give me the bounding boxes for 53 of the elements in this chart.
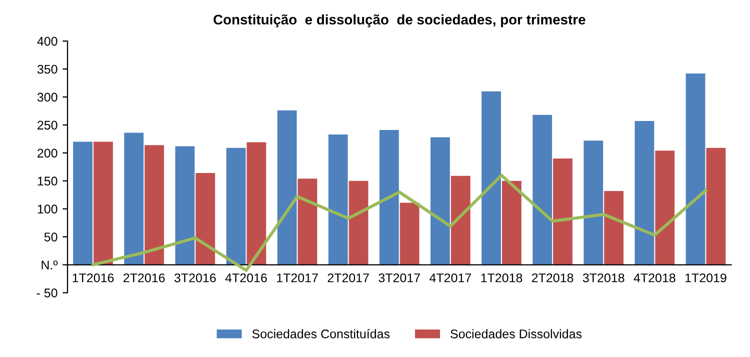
bar bbox=[686, 73, 706, 265]
x-tick-label: 2T2016 bbox=[124, 273, 165, 282]
x-tick-label: 2T2018 bbox=[532, 273, 574, 282]
x-tick-label: 1T2018 bbox=[481, 273, 522, 282]
y-tick-label: 200 bbox=[38, 148, 58, 158]
bar bbox=[450, 176, 470, 265]
y-tick-label: 100 bbox=[38, 204, 58, 214]
bar bbox=[400, 202, 420, 265]
bar bbox=[348, 180, 368, 265]
y-tick-label: 400 bbox=[37, 36, 58, 46]
bar bbox=[634, 121, 654, 265]
bar bbox=[73, 142, 93, 265]
y-tick-label: N.º bbox=[42, 260, 58, 270]
legend-label: Sociedades Constituídas bbox=[252, 329, 390, 338]
bar bbox=[196, 173, 216, 265]
x-tick-label: 1T2017 bbox=[277, 273, 318, 282]
bar bbox=[124, 132, 144, 265]
y-tick-label: 150 bbox=[38, 176, 58, 186]
x-tick-label: 4T2017 bbox=[430, 273, 472, 282]
bar bbox=[502, 180, 522, 265]
chart-title: Constituição e dissolução de sociedades, por trimestre bbox=[214, 14, 586, 28]
y-tick-label: 350 bbox=[37, 64, 58, 74]
y-tick-label: 250 bbox=[38, 120, 58, 130]
x-tick-label: 2T2017 bbox=[328, 273, 369, 282]
bar bbox=[604, 190, 624, 265]
bar bbox=[246, 142, 266, 265]
bar bbox=[655, 150, 675, 265]
bar bbox=[175, 146, 195, 265]
y-tick-label: 50 bbox=[44, 232, 58, 242]
x-tick-label: 4T2016 bbox=[225, 273, 267, 282]
bar bbox=[94, 142, 113, 265]
legend-label: Sociedades Dissolvidas bbox=[450, 329, 582, 338]
bar bbox=[144, 145, 164, 265]
x-tick-label: 3T2017 bbox=[378, 273, 420, 282]
x-tick-label: 3T2018 bbox=[582, 273, 624, 282]
bar bbox=[298, 178, 318, 265]
x-tick-label: 3T2016 bbox=[174, 273, 216, 282]
bar bbox=[584, 140, 604, 265]
bar bbox=[553, 158, 572, 265]
x-tick-label: 4T2018 bbox=[634, 273, 676, 282]
bar bbox=[430, 137, 450, 265]
x-tick-label: 1T2016 bbox=[72, 273, 114, 282]
y-tick-label: 300 bbox=[37, 92, 58, 102]
bar bbox=[532, 114, 552, 265]
x-tick-label: 1T2019 bbox=[685, 273, 726, 282]
bar bbox=[482, 91, 501, 265]
y-tick-label: - 50 bbox=[36, 288, 58, 298]
bar bbox=[706, 148, 726, 265]
bar bbox=[328, 134, 348, 265]
bar bbox=[277, 110, 297, 265]
bar bbox=[379, 130, 399, 265]
bar bbox=[226, 148, 246, 265]
line-series bbox=[92, 174, 708, 272]
